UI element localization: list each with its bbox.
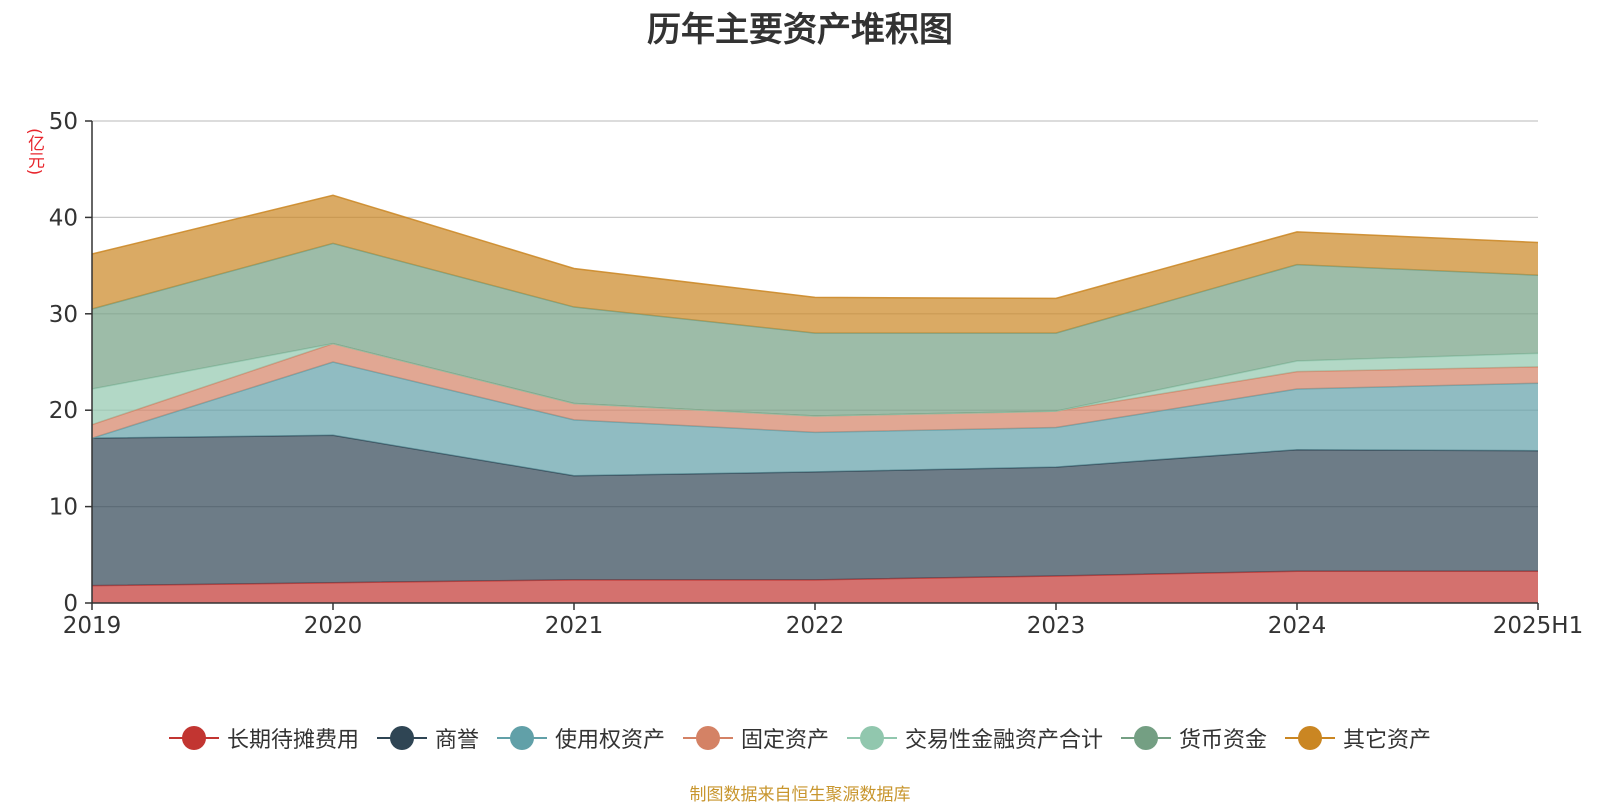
legend-label: 使用权资产 [554,728,665,753]
chart-legend: 长期待摊费用 商誉 使用权资产 固定资产 交易性金融资产合计 货币资金 其它资产 [0,718,1600,758]
legend-label: 长期待摊费用 [226,728,359,753]
y-tick-label: 40 [49,205,78,231]
legend-marker-icon [376,725,427,751]
area-series-5 [92,243,1538,416]
x-tick-label: 2025H1 [1493,613,1583,639]
legend-item-0[interactable]: 长期待摊费用 [168,722,359,754]
y-tick-label: 0 [63,591,78,617]
y-tick-label: 30 [49,302,78,328]
x-tick-label: 2024 [1268,613,1327,639]
area-series-1 [92,435,1538,586]
legend-dot [1298,726,1323,750]
x-tick-label: 2022 [786,613,845,639]
legend-dot [389,726,414,750]
legend-item-2[interactable]: 使用权资产 [496,722,665,754]
legend-marker-icon [1121,725,1172,751]
legend-marker-icon [1285,725,1336,751]
x-tick-label: 2023 [1027,613,1086,639]
data-source-note: 制图数据来自恒生聚源数据库 [689,785,911,805]
legend-item-1[interactable]: 商誉 [376,722,479,754]
area-series-6 [92,195,1538,334]
legend-marker-icon [682,725,733,751]
legend-label: 固定资产 [740,728,829,753]
legend-item-6[interactable]: 其它资产 [1285,722,1431,754]
x-tick-label: 2021 [545,613,604,639]
line-series-6 [91,194,1539,300]
area-series-3 [92,343,1538,439]
legend-item-3[interactable]: 固定资产 [682,722,829,754]
legend-label: 交易性金融资产合计 [905,728,1104,753]
legend-label: 商誉 [434,728,479,753]
y-axis-unit-label: (亿元) [24,128,44,176]
x-tick-label: 2020 [304,613,363,639]
legend-dot [1134,726,1159,750]
legend-item-4[interactable]: 交易性金融资产合计 [847,722,1103,754]
y-tick-label: 20 [49,398,78,424]
area-series-0 [92,571,1538,603]
y-tick-label: 10 [49,495,78,521]
legend-dot [695,726,720,750]
legend-marker-icon [168,725,219,751]
legend-dot [181,726,206,750]
stacked-area-chart: 0 10 20 30 40 50 2019 2020 2021 2022 2023 2024 2025H… [49,109,1584,639]
legend-dot [509,726,534,750]
legend-marker-icon [496,725,547,751]
x-tick-label: 2019 [63,613,122,639]
chart-title: 历年主要资产堆积图 [647,10,953,50]
legend-dot [860,726,884,750]
legend-label: 货币资金 [1179,728,1268,753]
area-series-2 [92,362,1538,476]
y-tick-label: 50 [49,109,78,135]
legend-item-5[interactable]: 货币资金 [1121,722,1267,754]
legend-marker-icon [847,725,897,751]
legend-label: 其它资产 [1343,728,1432,753]
